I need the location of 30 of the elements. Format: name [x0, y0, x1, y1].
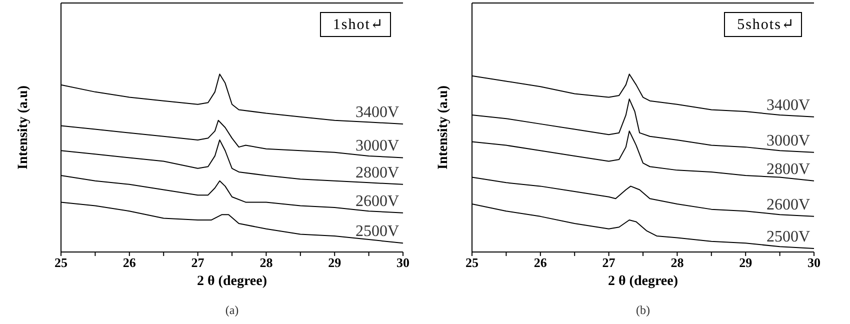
series-label: 3400V	[355, 104, 400, 121]
x-tick-label: 30	[808, 255, 820, 270]
series-label: 2500V	[355, 223, 400, 240]
text: (b)	[635, 302, 651, 318]
text: (a)	[224, 302, 240, 318]
text: 5shots↵	[724, 12, 802, 37]
series-label: 2600V	[355, 192, 400, 210]
x-tick-label: 25	[54, 255, 68, 270]
x-tick-label: 28	[260, 255, 274, 270]
x-axis-title: 2 θ (degree)	[196, 274, 268, 290]
x-tick-label: 27	[602, 255, 616, 270]
x-tick-label: 27	[191, 255, 205, 270]
x-tick-label: 26	[122, 255, 136, 270]
series-label: 2600V	[766, 196, 810, 214]
y-axis-title: Intensity (a.u)	[16, 85, 31, 170]
x-tick-label: 28	[670, 255, 684, 270]
series-label: 3000V	[355, 138, 400, 155]
y-axis-title: Intensity (a.u)	[436, 85, 451, 170]
series-label: 2500V	[766, 228, 810, 246]
x-tick-label: 29	[739, 255, 753, 270]
x-tick-label: 25	[466, 255, 479, 270]
x-tick-label: 29	[328, 255, 342, 270]
text: 1shot↵	[320, 12, 391, 37]
series-label: 2800V	[766, 160, 810, 178]
x-axis-title: 2 θ (degree)	[606, 274, 680, 290]
series-label: 3400V	[766, 96, 810, 114]
series-label: 2800V	[355, 164, 400, 182]
x-tick-label: 30	[396, 255, 410, 270]
x-tick-label: 26	[534, 255, 548, 270]
series-label: 3000V	[766, 132, 810, 150]
